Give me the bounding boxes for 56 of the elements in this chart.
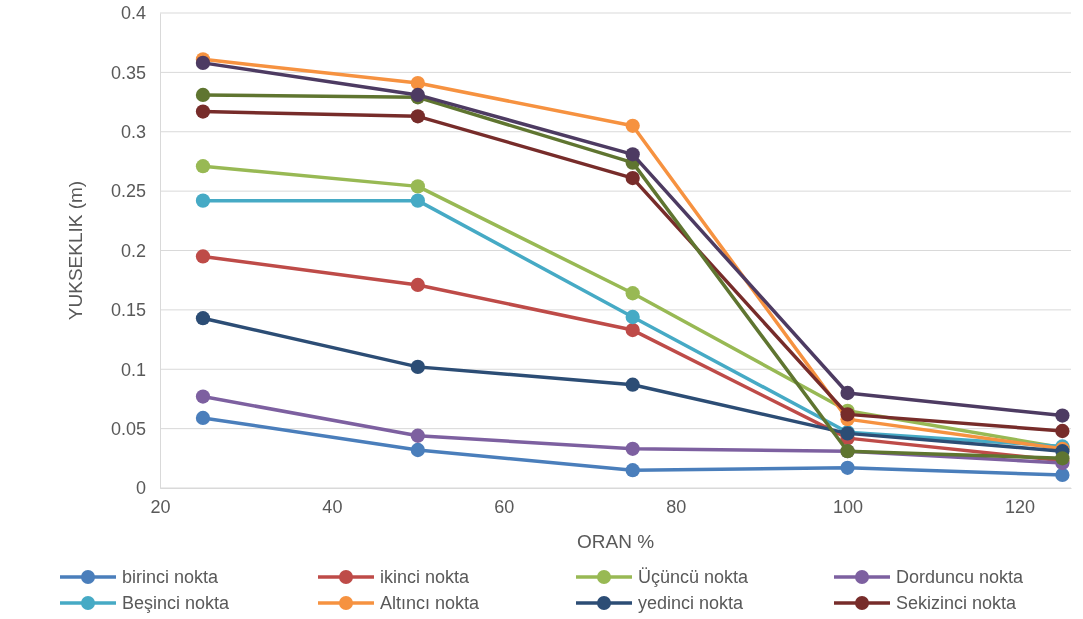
point [625, 118, 640, 133]
point [410, 428, 425, 443]
x-tick-label: 100 [833, 496, 864, 517]
x-axis-title: ORAN % [576, 531, 655, 552]
y-tick-label: 0.4 [120, 3, 146, 24]
point [410, 277, 425, 293]
y-tick-label: 0.05 [110, 418, 146, 439]
point [625, 147, 640, 162]
point [625, 441, 640, 456]
y-tick-label: 0.1 [120, 359, 146, 380]
point [840, 385, 855, 401]
point [1055, 467, 1070, 483]
point [195, 249, 211, 264]
legend-label: Dorduncu nokta [896, 567, 1025, 587]
y-axis-title: YUKSEKLIK (m) [65, 180, 86, 321]
point [410, 109, 425, 124]
legend-label: Sekizinci nokta [896, 593, 1018, 613]
x-tick-label: 20 [150, 496, 171, 517]
point [195, 311, 211, 326]
x-tick-label: 60 [494, 496, 515, 517]
point [195, 410, 211, 426]
point [410, 193, 425, 208]
y-tick-label: 0.25 [110, 181, 146, 202]
point [1055, 408, 1070, 423]
point [625, 286, 640, 301]
point [195, 159, 211, 174]
x-tick-label: 120 [1004, 496, 1035, 517]
y-tick-label: 0.2 [120, 240, 146, 261]
point [195, 389, 211, 404]
legend-label: Altıncı nokta [380, 593, 481, 613]
point [195, 193, 211, 208]
point [625, 377, 640, 392]
point [195, 104, 211, 119]
point [625, 322, 640, 338]
y-tick-label: 0.35 [110, 62, 146, 83]
point [625, 309, 640, 325]
legend-label: birinci nokta [122, 567, 220, 587]
point [625, 170, 640, 186]
point [410, 359, 425, 374]
point [410, 179, 425, 194]
legend-label: Beşinci nokta [122, 593, 231, 613]
point [410, 75, 425, 91]
x-tick-label: 40 [322, 496, 343, 517]
point [410, 442, 425, 458]
legend-label: Üçüncü nokta [638, 567, 750, 587]
x-tick-label: 80 [666, 496, 687, 517]
point [1055, 423, 1070, 439]
legend-label: yedinci nokta [638, 593, 745, 613]
legend-label: ikinci nokta [380, 567, 471, 587]
point [840, 460, 855, 475]
y-tick-label: 0.3 [120, 122, 146, 143]
point [625, 463, 640, 478]
point [195, 87, 211, 103]
y-tick-label: 0 [135, 478, 146, 499]
y-tick-label: 0.15 [110, 300, 146, 321]
point [840, 407, 855, 422]
